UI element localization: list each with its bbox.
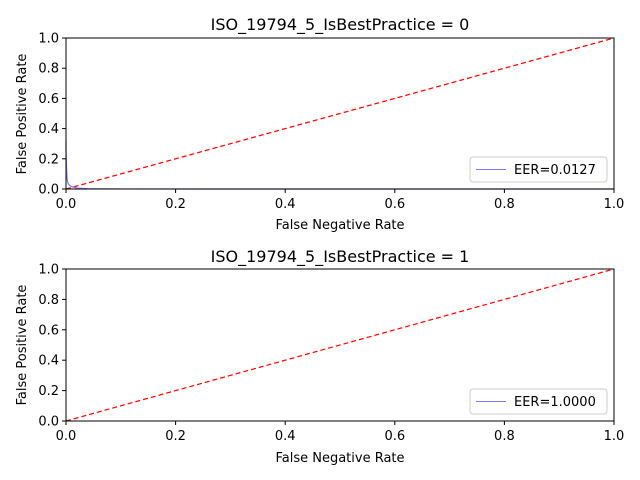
legend: EER=0.0127 — [469, 156, 608, 183]
y-axis-label: False Positive Rate — [15, 285, 30, 406]
x-tick-label: 0.2 — [165, 197, 186, 212]
y-ticks: 0.0 0.2 0.4 0.6 0.8 1.0 — [38, 32, 66, 198]
y-tick-label: 1.0 — [38, 32, 59, 47]
y-tick-label: 0.8 — [38, 293, 59, 308]
y-tick-label: 0.0 — [38, 415, 59, 430]
plot-frame — [65, 37, 615, 190]
legend-entry-label: EER=1.0000 — [514, 395, 596, 410]
y-tick-label: 0.6 — [38, 323, 59, 338]
y-tick-label: 0.4 — [38, 122, 59, 137]
y-ticks: 0.0 0.2 0.4 0.6 0.8 1.0 — [38, 263, 66, 430]
chart-title: ISO_19794_5_IsBestPractice = 1 — [211, 247, 470, 267]
x-tick-label: 0.8 — [494, 197, 515, 212]
x-axis-label: False Negative Rate — [275, 218, 404, 233]
x-tick-label: 1.0 — [604, 429, 625, 444]
subplot-bottom: ISO_19794_5_IsBestPractice = 1 0.0 0.2 0.4… — [15, 247, 624, 466]
y-axis-label: False Positive Rate — [15, 54, 30, 175]
y-tick-label: 0.4 — [38, 354, 59, 369]
plot-content — [65, 268, 615, 422]
x-ticks: 0.0 0.2 0.4 0.6 0.8 1.0 — [56, 189, 625, 212]
y-tick-label: 0.0 — [38, 183, 59, 198]
x-axis-label: False Negative Rate — [275, 451, 404, 466]
legend-entry-label: EER=0.0127 — [514, 163, 596, 178]
y-tick-label: 0.6 — [38, 92, 59, 107]
reference-diagonal-line — [65, 268, 615, 422]
legend-box — [469, 156, 608, 183]
y-tick-label: 1.0 — [38, 263, 59, 278]
y-tick-label: 0.8 — [38, 62, 59, 77]
subplot-top: ISO_19794_5_IsBestPractice = 0 0.0 0.2 0.4… — [15, 15, 624, 233]
chart-title: ISO_19794_5_IsBestPractice = 0 — [211, 15, 470, 35]
x-ticks: 0.0 0.2 0.4 0.6 0.8 1.0 — [56, 421, 625, 444]
x-tick-label: 0.8 — [494, 429, 515, 444]
x-tick-label: 0.2 — [165, 429, 186, 444]
y-tick-label: 0.2 — [38, 384, 59, 399]
y-tick-label: 0.2 — [38, 152, 59, 167]
reference-diagonal-line — [65, 37, 615, 190]
x-tick-label: 0.4 — [275, 197, 296, 212]
x-tick-label: 0.0 — [56, 197, 77, 212]
plot-frame — [65, 268, 615, 422]
x-tick-label: 0.6 — [384, 429, 405, 444]
x-tick-label: 0.0 — [56, 429, 77, 444]
x-tick-label: 1.0 — [604, 197, 625, 212]
legend: EER=1.0000 — [469, 388, 608, 415]
x-tick-label: 0.4 — [275, 429, 296, 444]
x-tick-label: 0.6 — [384, 197, 405, 212]
legend-box — [469, 388, 608, 415]
